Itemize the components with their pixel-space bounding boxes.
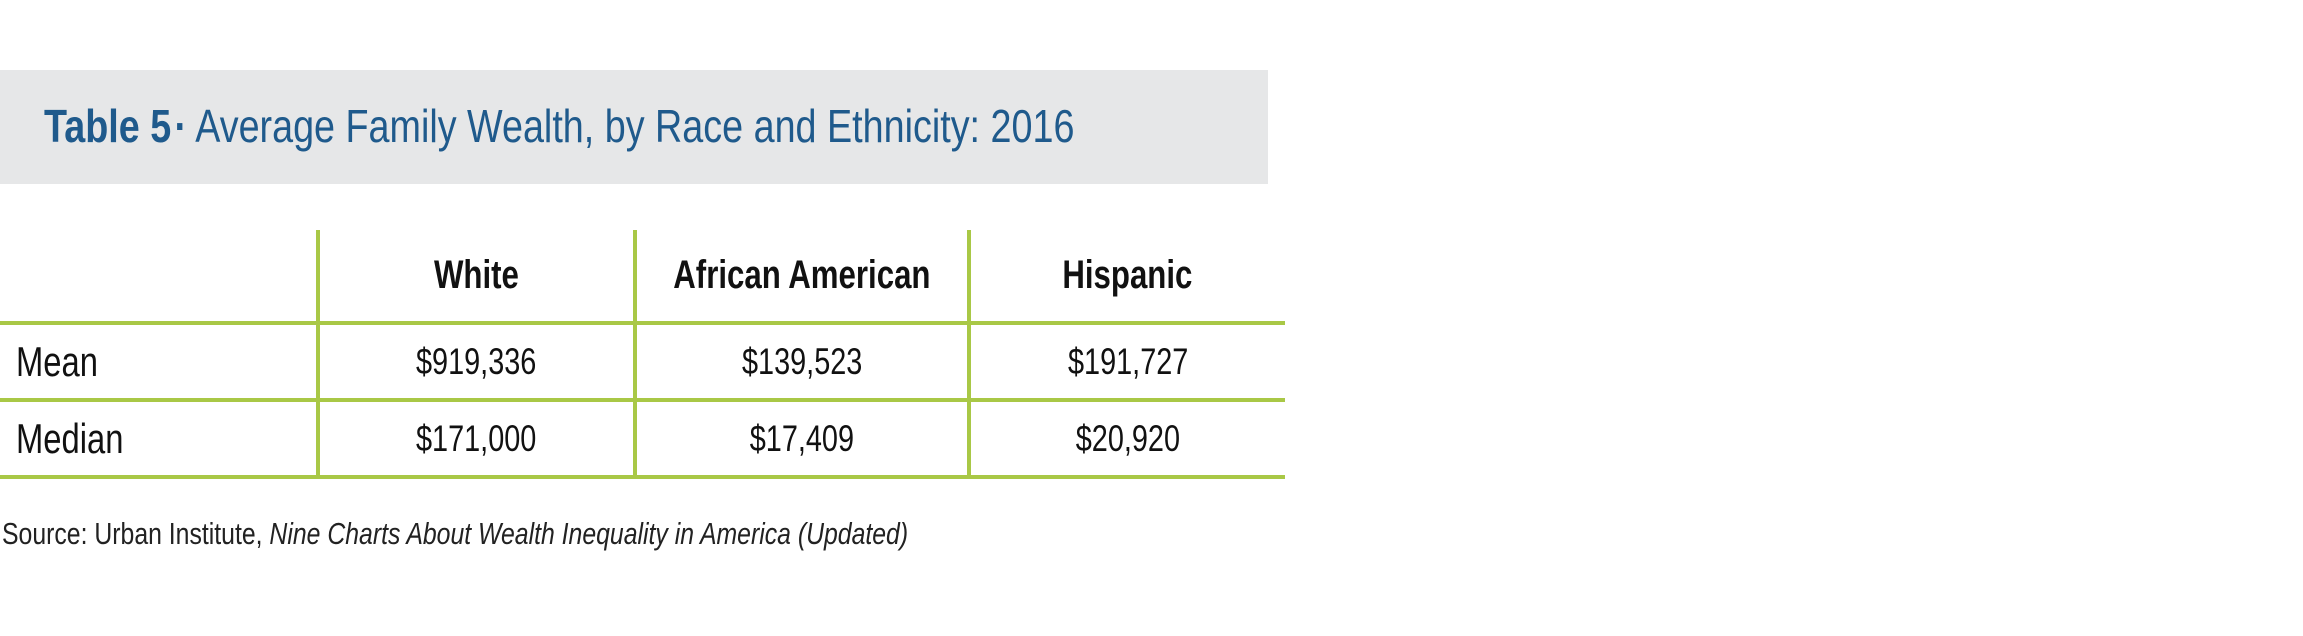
column-header-label: Hispanic — [1062, 253, 1193, 297]
table-cell: $919,336 — [316, 323, 635, 402]
table-title-bar: Table 5· Average Family Wealth, by Race a… — [0, 70, 1268, 184]
table-row: Median $171,000 $17,409 $20,920 — [0, 400, 1285, 479]
column-header-hispanic: Hispanic — [966, 230, 1285, 325]
table-row: Mean $919,336 $139,523 $191,727 — [0, 323, 1285, 402]
row-label-mean: Mean — [0, 323, 318, 402]
table-title: Table 5· Average Family Wealth, by Race a… — [44, 98, 1074, 154]
column-header-african-american: African American — [633, 230, 969, 325]
source-title: Nine Charts About Wealth Inequality in A… — [269, 516, 909, 551]
table-cell: $17,409 — [633, 400, 969, 479]
table-cell: $139,523 — [633, 323, 969, 402]
table-cell: $191,727 — [966, 323, 1285, 402]
column-header-label: White — [434, 253, 519, 297]
table-cell: $171,000 — [316, 400, 635, 479]
title-separator: · — [174, 100, 188, 152]
column-header-white: White — [316, 230, 635, 325]
table-header-row: White African American Hispanic — [0, 230, 1285, 325]
table-title-text: Average Family Wealth, by Race and Ethni… — [195, 100, 1075, 152]
source-prefix: Source: Urban Institute, — [2, 516, 270, 551]
column-header-blank — [0, 230, 318, 325]
table-cell: $20,920 — [966, 400, 1285, 479]
row-label-median: Median — [0, 400, 318, 479]
column-header-label: African American — [673, 253, 931, 297]
source-note: Source: Urban Institute, Nine Charts Abo… — [2, 516, 908, 552]
wealth-table: White African American Hispanic Mean $91… — [0, 230, 1285, 479]
table-number: Table 5 — [44, 100, 172, 152]
